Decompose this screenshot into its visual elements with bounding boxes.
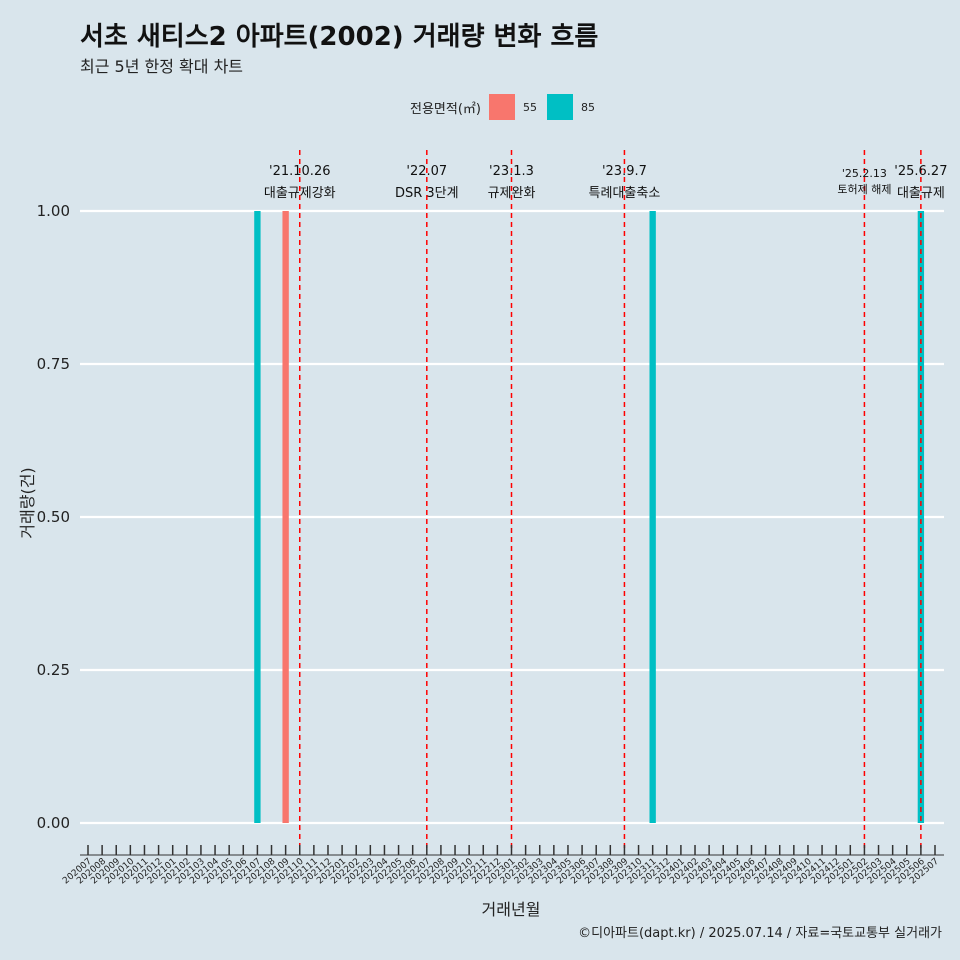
event-date-label: '22.07: [406, 164, 447, 179]
bar-55-202109: [282, 211, 289, 823]
y-tick-label: 0.25: [37, 661, 70, 679]
y-tick-label: 0.00: [37, 814, 70, 832]
event-date-label: '23.1.3: [489, 164, 534, 179]
event-name-label: 규제완화: [488, 186, 536, 201]
bar-85-202506: [917, 211, 925, 823]
x-axis-title: 거래년월: [482, 900, 541, 919]
legend-title: 전용면적(㎡): [410, 101, 481, 117]
event-name-label: DSR 3단계: [395, 186, 459, 201]
event-date-label: '25.6.27: [894, 164, 947, 179]
event-name-label: 대출규제강화: [264, 186, 336, 201]
legend-label-55: 55: [522, 100, 537, 114]
y-tick-label: 0.75: [37, 355, 70, 373]
legend: 전용면적(㎡) 55 85: [410, 93, 605, 121]
event-date-label: '25.2.13: [842, 167, 887, 180]
event-name-label: 대출규제: [897, 186, 945, 201]
y-tick-label: 1.00: [37, 202, 70, 220]
chart-subtitle: 최근 5년 한정 확대 차트: [80, 57, 244, 76]
y-tick-label: 0.50: [37, 508, 70, 526]
legend-swatch-85: [546, 94, 573, 120]
legend-swatch-55: [488, 94, 515, 120]
event-date-label: '21.10.26: [269, 164, 330, 179]
y-axis-title: 거래량(건): [18, 467, 37, 538]
bar-85-202311: [649, 211, 656, 823]
event-name-label: 특례대출축소: [589, 186, 661, 201]
chart-title: 서초 새티스2 아파트(2002) 거래량 변화 흐름: [80, 22, 599, 52]
legend-label-85: 85: [580, 100, 595, 114]
event-date-label: '23.9.7: [602, 164, 647, 179]
source-caption: ©디아파트(dapt.kr) / 2025.07.14 / 자료=국토교통부 실…: [578, 926, 942, 941]
event-name-label: 토허제 해제: [837, 182, 891, 196]
bar-85-202107: [254, 211, 261, 823]
